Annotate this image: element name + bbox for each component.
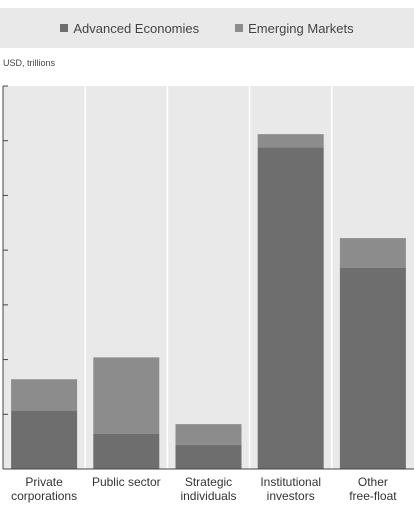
bar-emerging-4 (339, 238, 406, 268)
x-tick-label-line: individuals (180, 489, 236, 503)
x-tick-label-line: Private (25, 475, 63, 489)
bar-advanced-2 (175, 444, 242, 469)
x-tick-label-2: Strategic individuals (180, 475, 236, 503)
bar-emerging-3 (257, 134, 324, 148)
bar-emerging-1 (93, 357, 160, 434)
x-tick-label-4: Other free-float (349, 475, 397, 503)
x-tick-label-0: Private corporations (11, 475, 77, 503)
legend: Advanced Economies Emerging Markets (0, 8, 414, 48)
legend-item-advanced: Advanced Economies (60, 21, 199, 36)
x-tick-label-1: Public sector (92, 475, 161, 489)
bar-advanced-1 (93, 433, 160, 469)
legend-swatch-emerging (235, 24, 244, 32)
x-tick-label-line: investors (267, 489, 315, 503)
legend-label-emerging: Emerging Markets (248, 20, 354, 36)
legend-item-emerging: Emerging Markets (235, 20, 354, 36)
bar-advanced-3 (257, 147, 324, 469)
bar-advanced-4 (339, 267, 406, 469)
legend-label-advanced: Advanced Economies (73, 20, 200, 36)
x-tick-label-3: Institutional investors (260, 475, 321, 503)
x-tick-label-line: corporations (11, 489, 77, 503)
y-axis-unit-label: USD, trillions (3, 58, 56, 68)
x-tick-label-line: Strategic (185, 475, 232, 489)
legend-swatch-advanced (60, 24, 69, 32)
x-tick-label-line: Other (358, 475, 388, 489)
bar-advanced-0 (11, 411, 78, 469)
x-tick-label-line: Institutional (260, 475, 321, 489)
x-tick-label-line: Public sector (92, 475, 161, 489)
bar-emerging-2 (175, 424, 242, 445)
bar-emerging-0 (11, 379, 78, 412)
x-tick-label-line: free-float (349, 489, 397, 503)
